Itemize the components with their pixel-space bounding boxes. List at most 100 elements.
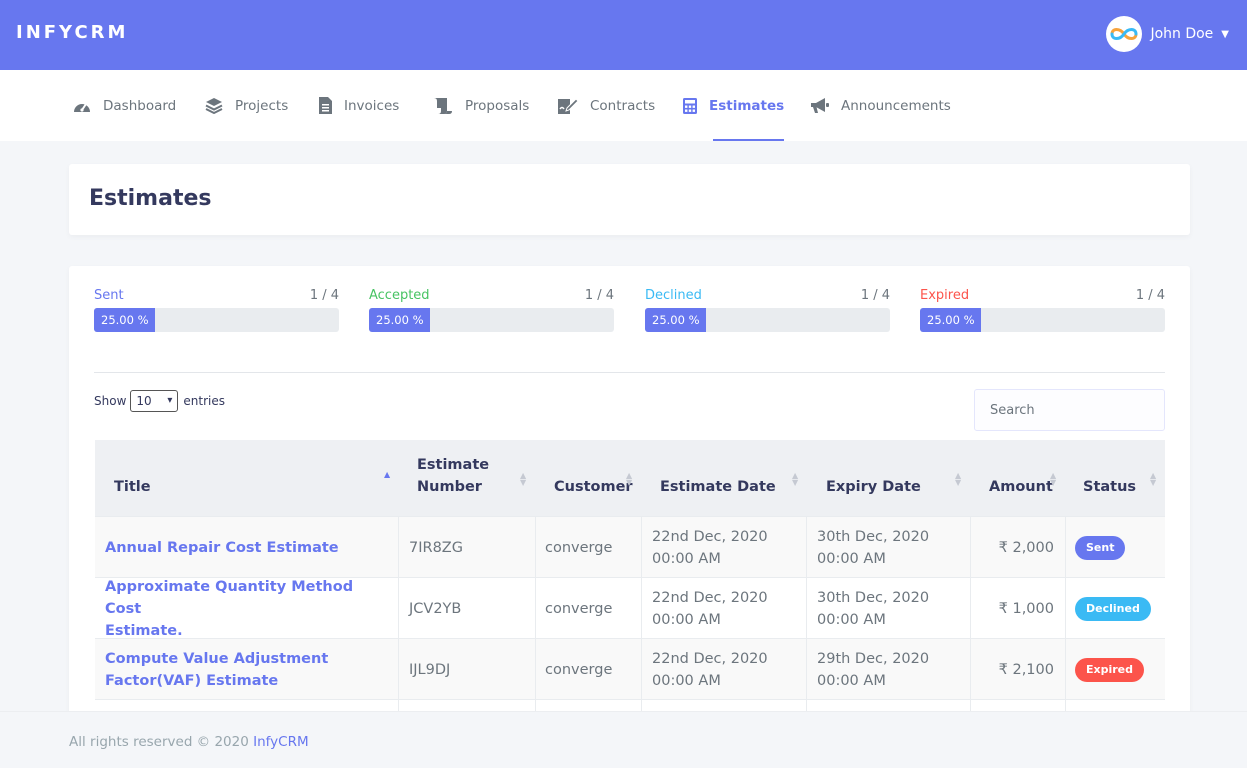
footer-link[interactable]: InfyCRM [253,734,309,750]
layers-icon [205,98,223,114]
nav-announcements-label: Announcements [841,97,951,114]
cell-estimate-date: 22nd Dec, 2020 00:00 AM [652,578,768,639]
col-title-label: Title [114,479,151,495]
stat-count: 1 / 4 [860,288,890,303]
stat-expired: Expired 1 / 4 25.00 % [920,288,1165,332]
sort-asc-icon: ▲ [384,470,391,479]
title-line-2: Factor(VAF) Estimate [105,672,279,689]
progress-bar: 25.00 % [920,308,1165,332]
col-amount[interactable]: Amount [989,440,1053,516]
expiry-date-line-1: 30th Dec, 2020 [817,589,930,606]
table-row: Annual Repair Cost Estimate 7IR8ZG conve… [95,516,1165,578]
col-estimate-date[interactable]: Estimate Date [660,440,776,516]
nav-dashboard[interactable]: Dashboard [73,70,176,141]
file-signature-icon [558,98,578,114]
cell-estimate-date: 22nd Dec, 2020 00:00 AM [652,639,768,700]
cell-estimate-date: 22nd Dec, 2020 00:00 AM [652,517,768,578]
expiry-date-line-1: 29th Dec, 2020 [817,650,930,667]
footer: All rights reserved © 2020 InfyCRM [0,711,1247,768]
col-estimate-number-label-1: Estimate [417,457,490,473]
stat-label: Sent [94,288,124,303]
expiry-date-line-2: 00:00 AM [817,672,886,689]
copyright-text: All rights reserved © 2020 [69,734,249,750]
col-estimate-number[interactable]: Estimate Number [417,440,489,516]
col-customer-label: Customer [554,479,633,495]
user-name: John Doe [1150,26,1214,42]
nav-proposals-label: Proposals [465,97,530,114]
col-status[interactable]: Status [1083,440,1136,516]
page-title: Estimates [89,186,212,211]
cell-amount: ₹ 2,000 [998,539,1054,556]
nav-projects[interactable]: Projects [205,70,288,141]
divider [94,372,1165,373]
col-amount-label: Amount [989,479,1053,495]
infinity-logo-icon [1110,28,1138,40]
nav-dashboard-label: Dashboard [103,97,177,114]
status-badge: Expired [1075,657,1145,682]
title-line-1: Compute Value Adjustment [105,650,329,667]
chevron-down-icon: ▾ [167,395,173,406]
user-menu[interactable]: John Doe ▼ [1106,16,1229,52]
page-size-select[interactable]: 10 ▾ [130,390,179,412]
page-header-card: Estimates [69,164,1190,235]
title-line-1: Approximate Quantity Method Cost [105,578,354,617]
cell-title: Compute Value Adjustment Factor(VAF) Est… [105,639,390,700]
table-row: Approximate Quantity Method Cost Estimat… [95,577,1165,639]
col-expiry-date[interactable]: Expiry Date [826,440,921,516]
brand-logo[interactable]: INFYCRM [16,22,129,43]
title-line-2: Estimate. [105,622,183,639]
nav-announcements[interactable]: Announcements [810,70,951,141]
nav-contracts-label: Contracts [590,97,656,114]
cell-expiry-date: 30th Dec, 2020 00:00 AM [817,578,929,639]
file-invoice-icon [319,97,332,114]
top-navbar: INFYCRM John Doe ▼ [0,0,1247,70]
stat-accepted: Accepted 1 / 4 25.00 % [369,288,614,332]
nav-projects-label: Projects [235,97,289,114]
scroll-icon [433,98,452,114]
estimates-card: Sent 1 / 4 25.00 % Accepted 1 / 4 25.00 … [69,266,1190,726]
dashboard-icon [74,102,90,112]
stat-count: 1 / 4 [1135,288,1165,303]
nav-contracts[interactable]: Contracts [558,70,655,141]
col-expiry-date-label: Expiry Date [826,479,921,495]
estimate-link[interactable]: Approximate Quantity Method Cost Estimat… [105,576,390,642]
bullhorn-icon [811,98,829,113]
page-size-value: 10 [136,394,152,408]
estimate-date-line-2: 00:00 AM [652,611,721,628]
cell-number: 7IR8ZG [409,539,463,556]
estimate-date-line-1: 22nd Dec, 2020 [652,528,768,545]
caret-down-icon: ▼ [1221,28,1229,40]
cell-amount: ₹ 1,000 [998,600,1054,617]
title-line-1: Annual Repair Cost Estimate [105,539,339,556]
nav-estimates[interactable]: Estimates [683,70,785,141]
footer-text: All rights reserved © 2020 InfyCRM [69,734,309,750]
expiry-date-line-2: 00:00 AM [817,550,886,567]
col-customer[interactable]: Customer [554,440,633,516]
cell-customer: converge [545,600,613,617]
search-input[interactable]: Search [974,389,1165,431]
sort-icon: ▲ ▼ [626,471,633,487]
nav-estimates-label: Estimates [709,97,785,114]
col-title[interactable]: Title [114,440,151,516]
stat-label: Accepted [369,288,430,303]
progress-fill: 25.00 % [369,308,431,332]
main-nav: Dashboard Projects Invoices Proposals Co… [0,70,1247,141]
estimate-link[interactable]: Annual Repair Cost Estimate [105,537,339,559]
show-label: Show [94,394,127,408]
estimate-date-line-2: 00:00 AM [652,672,721,689]
sort-icon: ▲ ▼ [1050,471,1057,487]
sort-icon: ▲ ▼ [520,471,527,487]
cell-status: Declined [1075,578,1151,639]
estimate-link[interactable]: Compute Value Adjustment Factor(VAF) Est… [105,648,328,692]
nav-proposals[interactable]: Proposals [433,70,529,141]
cell-customer: converge [545,539,613,556]
status-badge: Sent [1075,535,1126,560]
stat-sent: Sent 1 / 4 25.00 % [94,288,339,332]
col-estimate-number-label-2: Number [417,479,482,495]
cell-customer: converge [545,661,613,678]
cell-amount: ₹ 2,100 [998,661,1054,678]
page-length-control: Show 10 ▾ entries [94,390,225,412]
nav-invoices[interactable]: Invoices [319,70,399,141]
table-row: Compute Value Adjustment Factor(VAF) Est… [95,638,1165,700]
entries-label: entries [183,394,225,408]
